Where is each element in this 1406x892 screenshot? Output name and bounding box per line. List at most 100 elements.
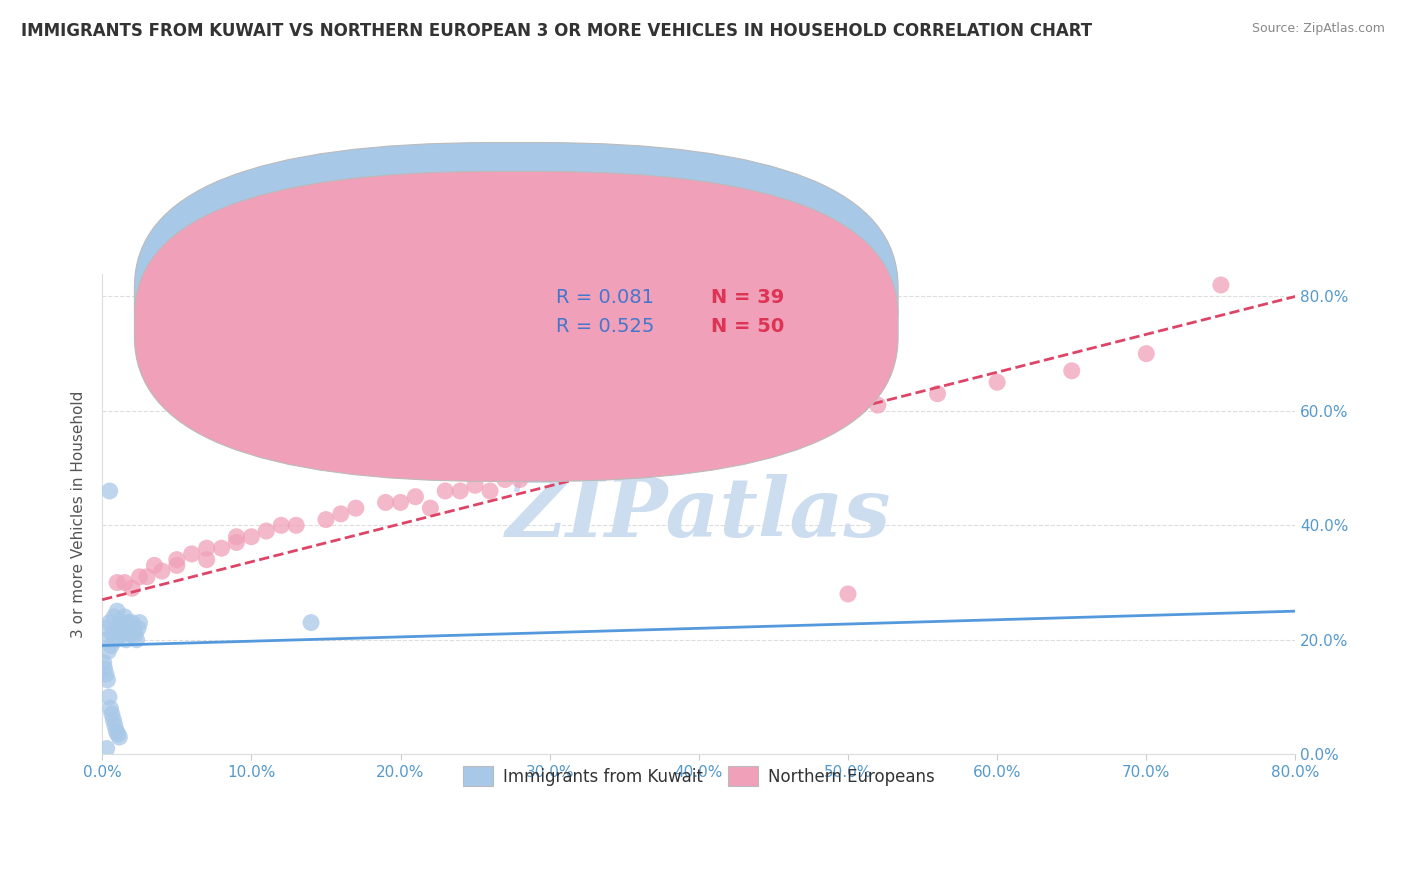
Point xyxy=(509,473,531,487)
Point xyxy=(986,376,1008,390)
Point xyxy=(389,495,412,509)
Point xyxy=(195,541,218,556)
Text: N = 39: N = 39 xyxy=(711,288,785,307)
Point xyxy=(128,570,150,584)
FancyBboxPatch shape xyxy=(135,171,898,482)
Point xyxy=(166,552,188,566)
Point xyxy=(121,581,143,595)
Point xyxy=(180,547,202,561)
Point xyxy=(240,530,263,544)
Point xyxy=(837,587,859,601)
Point xyxy=(93,661,115,675)
Text: IMMIGRANTS FROM KUWAIT VS NORTHERN EUROPEAN 3 OR MORE VEHICLES IN HOUSEHOLD CORR: IMMIGRANTS FROM KUWAIT VS NORTHERN EUROP… xyxy=(21,22,1092,40)
Point xyxy=(98,615,121,630)
Point xyxy=(1060,364,1083,378)
Point xyxy=(374,495,396,509)
Point xyxy=(658,450,681,464)
Point xyxy=(97,690,120,704)
Point xyxy=(166,558,188,573)
Point xyxy=(107,621,129,635)
FancyBboxPatch shape xyxy=(135,143,898,452)
Point xyxy=(104,718,127,732)
Point xyxy=(254,524,277,538)
Text: R = 0.081: R = 0.081 xyxy=(555,288,654,307)
Point xyxy=(404,490,426,504)
Point xyxy=(108,730,131,744)
Point xyxy=(122,621,145,635)
Point xyxy=(449,483,471,498)
Point xyxy=(747,421,769,435)
Point xyxy=(688,433,710,447)
Point xyxy=(103,713,125,727)
Point xyxy=(315,512,337,526)
Point xyxy=(299,615,322,630)
Point xyxy=(97,644,120,658)
Point xyxy=(270,518,292,533)
Point xyxy=(150,564,173,578)
Point xyxy=(104,632,127,647)
Point xyxy=(866,398,889,412)
Text: N = 50: N = 50 xyxy=(711,317,785,336)
Point xyxy=(105,604,128,618)
Point xyxy=(792,421,814,435)
Point xyxy=(107,727,129,741)
Point xyxy=(121,615,143,630)
Point xyxy=(117,615,139,630)
Point xyxy=(105,724,128,739)
Point xyxy=(96,741,118,756)
Legend: Immigrants from Kuwait, Northern Europeans: Immigrants from Kuwait, Northern Europea… xyxy=(454,758,943,794)
Point xyxy=(128,615,150,630)
Point xyxy=(494,473,516,487)
Point xyxy=(628,444,651,458)
FancyBboxPatch shape xyxy=(467,276,848,353)
Y-axis label: 3 or more Vehicles in Household: 3 or more Vehicles in Household xyxy=(72,390,86,638)
Point xyxy=(195,552,218,566)
Point xyxy=(927,386,949,401)
Point xyxy=(115,632,138,647)
Point xyxy=(94,621,117,635)
Text: Source: ZipAtlas.com: Source: ZipAtlas.com xyxy=(1251,22,1385,36)
Point xyxy=(127,621,149,635)
Text: R = 0.525: R = 0.525 xyxy=(555,317,654,336)
Point xyxy=(101,707,124,722)
Point xyxy=(807,409,830,424)
Point xyxy=(538,467,561,481)
Point xyxy=(100,639,122,653)
Point xyxy=(105,575,128,590)
Point xyxy=(613,450,636,464)
Point xyxy=(100,701,122,715)
Point xyxy=(464,478,486,492)
Point xyxy=(120,627,142,641)
Point xyxy=(1209,277,1232,292)
Point xyxy=(101,627,124,641)
Point xyxy=(108,615,131,630)
Point xyxy=(143,558,166,573)
Point xyxy=(211,541,233,556)
Point xyxy=(1135,346,1157,360)
Point xyxy=(110,627,132,641)
Point xyxy=(96,673,118,687)
Point xyxy=(118,621,141,635)
Point xyxy=(434,483,457,498)
Point xyxy=(96,632,118,647)
Point xyxy=(479,483,502,498)
Point xyxy=(98,483,121,498)
Point xyxy=(225,535,247,549)
Point xyxy=(583,455,606,469)
Point xyxy=(93,656,115,670)
Point xyxy=(568,461,591,475)
Point xyxy=(285,518,308,533)
Point xyxy=(733,433,755,447)
Point xyxy=(103,610,125,624)
Point xyxy=(94,667,117,681)
Point xyxy=(344,501,367,516)
Point xyxy=(136,570,159,584)
Point xyxy=(114,610,136,624)
Point xyxy=(114,575,136,590)
Point xyxy=(329,507,352,521)
Point xyxy=(419,501,441,516)
Text: ZIPatlas: ZIPatlas xyxy=(506,474,891,554)
Point xyxy=(225,530,247,544)
Point xyxy=(112,621,135,635)
Point xyxy=(125,632,148,647)
